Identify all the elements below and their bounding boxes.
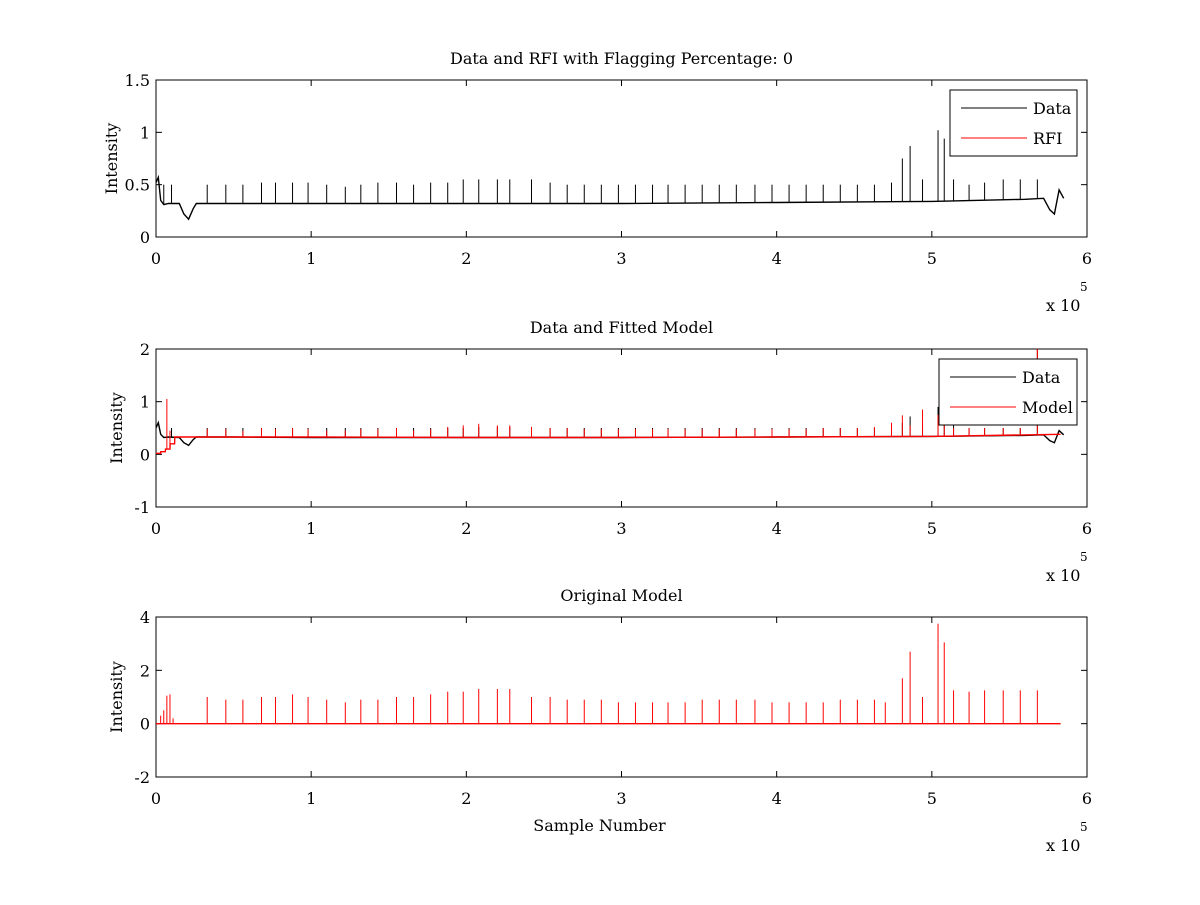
axes-box: [155, 616, 1088, 778]
x-tick-label: 0: [151, 789, 161, 808]
x-multiplier-exponent: 5: [1080, 550, 1088, 564]
x-tick-label: 6: [1082, 789, 1092, 808]
x-tick-label: 0: [151, 519, 161, 538]
axes-box: [155, 79, 1088, 238]
x-multiplier-exponent: 5: [1080, 280, 1088, 294]
y-axis-label: Intensity: [102, 123, 121, 195]
x-multiplier: x 10: [1046, 836, 1080, 855]
y-tick-label: -1: [134, 498, 150, 517]
axes-box: [155, 348, 1088, 508]
x-tick-label: 3: [616, 519, 626, 538]
x-tick-label: 1: [306, 249, 316, 268]
legend-label: Data: [1033, 99, 1072, 118]
plot-area: [156, 623, 1061, 725]
x-tick-label: 4: [772, 519, 782, 538]
x-tick-label: 2: [461, 519, 471, 538]
x-tick-label: 2: [461, 249, 471, 268]
x-multiplier-exponent: 5: [1080, 820, 1088, 834]
y-axis-label: Intensity: [107, 392, 126, 464]
x-tick-label: 3: [616, 249, 626, 268]
x-tick-label: 0: [151, 249, 161, 268]
series-model-baseline: [156, 433, 1061, 454]
chart-title: Data and Fitted Model: [530, 318, 713, 337]
x-multiplier: x 10: [1046, 566, 1080, 585]
chart-title: Data and RFI with Flagging Percentage: 0: [450, 49, 793, 68]
legend-label: RFI: [1033, 129, 1062, 148]
legend-label: Model: [1022, 398, 1073, 417]
plot-area: [156, 130, 1065, 221]
x-tick-label: 4: [772, 249, 782, 268]
x-multiplier: x 10: [1046, 296, 1080, 315]
x-tick-label: 3: [616, 789, 626, 808]
y-tick-label: 0: [140, 715, 150, 734]
y-tick-label: 0: [140, 228, 150, 247]
y-tick-label: 2: [140, 661, 150, 680]
legend-label: Data: [1022, 368, 1061, 387]
y-tick-label: -2: [134, 768, 150, 787]
legend-box: [938, 358, 1078, 426]
x-tick-label: 4: [772, 789, 782, 808]
y-tick-label: 0: [140, 445, 150, 464]
y-axis-label: Intensity: [107, 661, 126, 733]
x-tick-label: 6: [1082, 249, 1092, 268]
subplot-1: Data and RFI with Flagging Percentage: 0…: [102, 49, 1092, 315]
y-tick-label: 0.5: [125, 176, 150, 195]
y-tick-label: 4: [140, 608, 150, 627]
y-tick-label: 1: [140, 393, 150, 412]
x-tick-label: 5: [927, 249, 937, 268]
x-tick-label: 6: [1082, 519, 1092, 538]
legend-box: [949, 89, 1078, 157]
x-axis-label: Sample Number: [533, 816, 666, 835]
series-data-baseline: [156, 174, 1065, 221]
x-tick-label: 1: [306, 519, 316, 538]
y-tick-label: 1.5: [125, 71, 150, 90]
chart-title: Original Model: [560, 586, 682, 605]
y-tick-label: 1: [140, 123, 150, 142]
x-tick-label: 1: [306, 789, 316, 808]
y-tick-label: 2: [140, 340, 150, 359]
subplots: Data and RFI with Flagging Percentage: 0…: [102, 49, 1092, 855]
x-tick-label: 5: [927, 519, 937, 538]
x-tick-label: 5: [927, 789, 937, 808]
x-tick-label: 2: [461, 789, 471, 808]
